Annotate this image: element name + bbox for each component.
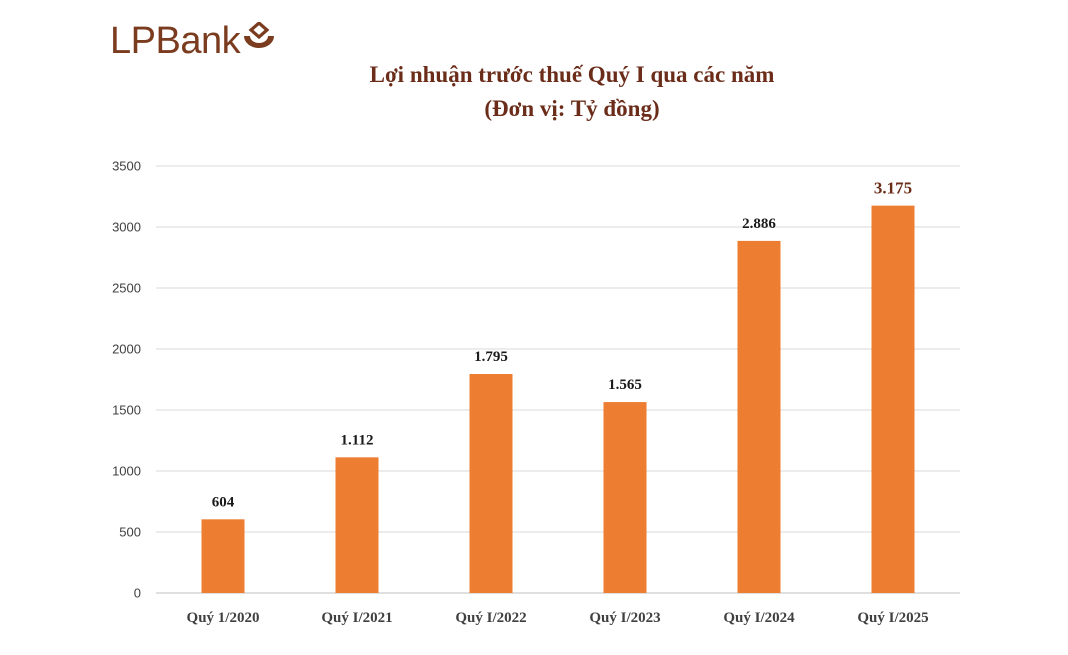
x-category-label: Quý 1/2020 — [187, 610, 260, 626]
y-tick-label: 1500 — [112, 403, 141, 418]
gridlines — [156, 165, 960, 594]
x-category-label: Quý I/2024 — [723, 610, 795, 626]
chart-subtitle: (Đơn vị: Tỷ đồng) — [484, 96, 660, 121]
data-label: 2.886 — [742, 216, 776, 232]
data-label: 1.795 — [474, 349, 508, 365]
y-tick-label: 500 — [119, 525, 141, 540]
x-category-label: Quý I/2022 — [455, 610, 526, 626]
chart-title: Lợi nhuận trước thuế Quý I qua các năm — [369, 62, 775, 87]
bar — [469, 374, 513, 593]
bar — [201, 519, 245, 593]
bar — [871, 205, 915, 593]
brand-name: LPBank — [110, 20, 241, 62]
y-tick-label: 3000 — [112, 220, 141, 235]
bar — [737, 240, 781, 593]
y-tick-label: 3500 — [112, 159, 141, 174]
x-category-label: Quý I/2021 — [321, 610, 392, 626]
x-axis-categories: Quý 1/2020 Quý I/2021 Quý I/2022 Quý I/2023… — [187, 610, 929, 626]
data-label: 1.565 — [608, 377, 642, 393]
y-tick-label: 0 — [134, 586, 141, 601]
y-tick-label: 2500 — [112, 281, 141, 296]
data-label: 3.175 — [874, 179, 912, 198]
bar — [335, 457, 379, 593]
y-tick-label: 2000 — [112, 342, 141, 357]
brand-logo: LPBank — [110, 22, 276, 60]
bars — [201, 205, 915, 593]
y-tick-label: 1000 — [112, 464, 141, 479]
x-category-label: Quý I/2023 — [589, 610, 660, 626]
x-category-label: Quý I/2025 — [857, 610, 928, 626]
lpbank-emblem-icon — [244, 22, 275, 48]
data-label: 1.112 — [341, 432, 374, 448]
y-axis-ticks: 0 500 1000 1500 2000 2500 3000 3500 — [112, 159, 141, 601]
data-labels: 604 1.112 1.795 1.565 2.886 3.175 — [212, 179, 912, 511]
bar — [603, 402, 647, 593]
data-label: 604 — [212, 494, 235, 510]
